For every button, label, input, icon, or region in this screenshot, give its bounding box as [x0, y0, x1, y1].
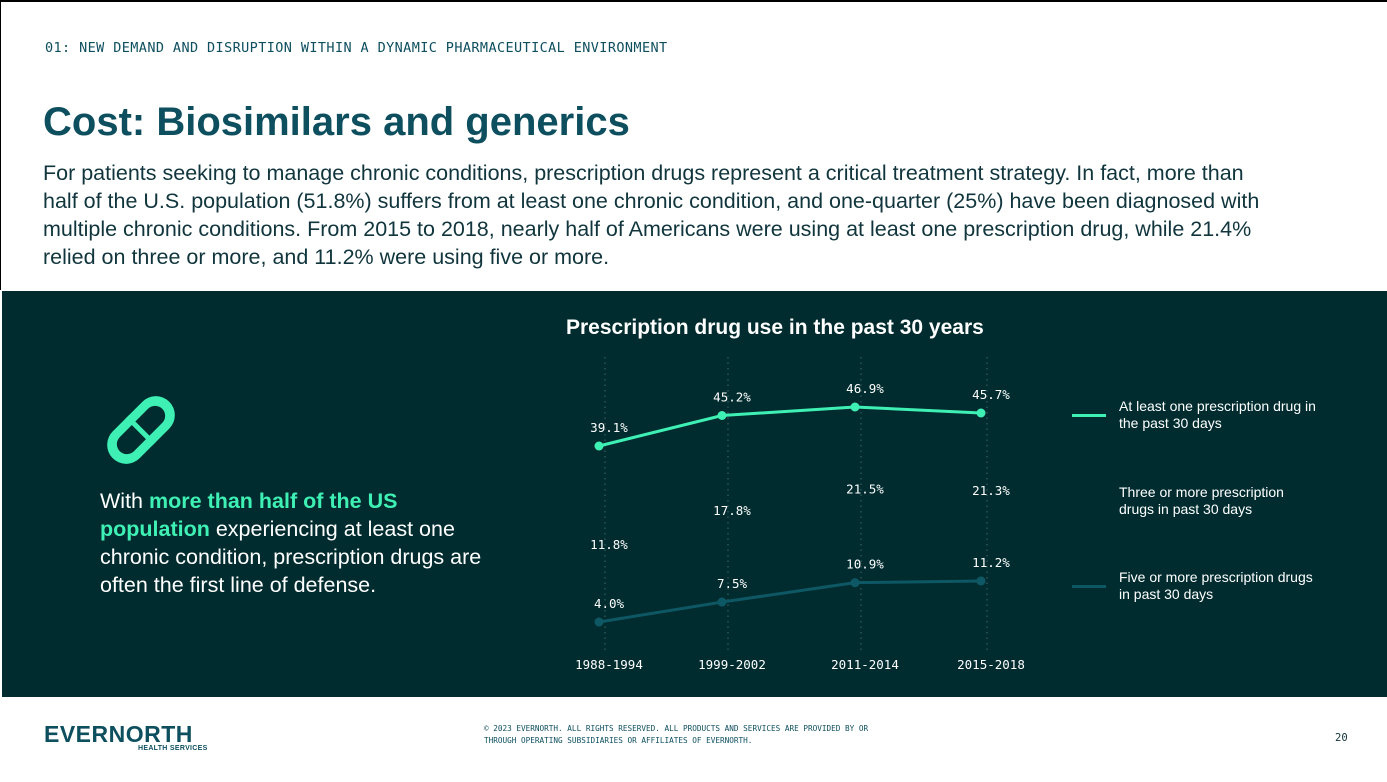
callout-lead: With — [100, 489, 149, 513]
top-border — [0, 0, 1387, 2]
callout-highlight: more than half of the US population — [100, 489, 398, 541]
pill-icon — [107, 396, 175, 464]
legend-swatch — [1072, 414, 1106, 417]
callout-rest: experiencing at least one chronic condit… — [100, 517, 482, 597]
data-point-0-0 — [594, 441, 604, 451]
data-label-0-2: 46.9% — [846, 381, 884, 396]
x-tick-label: 1999-2002 — [698, 657, 766, 672]
legend-item-three-or-more: Three or more prescription drugs in past… — [1072, 481, 1372, 521]
line-chart: 39.1% 45.2% 46.9% 45.7% 11.8% 17.8% 21.5% 21.3%… — [575, 357, 1025, 672]
data-label-2-0: 4.0% — [594, 596, 625, 611]
logo-subtitle: HEALTH SERVICES — [138, 745, 208, 752]
x-tick-label: 2015-2018 — [957, 657, 1025, 672]
series-line-0 — [598, 405, 982, 448]
legend-swatch — [1072, 585, 1106, 588]
data-label-1-0: 11.8% — [590, 537, 628, 552]
chart-title: Prescription drug use in the past 30 yea… — [566, 316, 984, 339]
data-point-0-2 — [850, 402, 860, 412]
intro-paragraph: For patients seeking to manage chronic c… — [43, 161, 1260, 269]
chart-legend: At least one prescription drug in the pa… — [1072, 395, 1372, 615]
legend-swatch — [1072, 500, 1106, 503]
data-label-2-1: 7.5% — [717, 576, 748, 591]
data-label-2-2: 10.9% — [846, 557, 884, 572]
callout-text: With more than half of the US population… — [100, 487, 500, 599]
data-point-2-3 — [976, 576, 986, 586]
legend-item-five-or-more: Five or more prescription drugs in past … — [1072, 566, 1372, 606]
data-label-1-3: 21.3% — [972, 483, 1010, 498]
page-title: Cost: Biosimilars and generics — [43, 100, 630, 144]
data-label-1-2: 21.5% — [846, 482, 884, 497]
data-point-0-3 — [976, 408, 986, 418]
data-point-2-0 — [594, 617, 604, 627]
data-label-0-3: 45.7% — [972, 387, 1010, 402]
evernorth-logo: EVERNORTH — [44, 721, 193, 747]
page-number: 20 — [1335, 732, 1348, 744]
dark-panel — [2, 291, 1387, 697]
left-border — [0, 0, 1, 290]
data-label-2-3: 11.2% — [972, 555, 1010, 570]
data-label-1-1: 17.8% — [713, 503, 751, 518]
copyright-notice: © 2023 EVERNORTH. ALL RIGHTS RESERVED. A… — [484, 724, 869, 745]
legend-label: At least one prescription drug in the pa… — [1119, 398, 1316, 431]
data-label-0-0: 39.1% — [590, 420, 628, 435]
series-line-2 — [598, 579, 982, 624]
data-point-2-2 — [850, 578, 860, 588]
data-point-0-1 — [717, 411, 727, 420]
data-point-2-1 — [717, 597, 727, 607]
x-tick-label: 1988-1994 — [575, 657, 643, 672]
x-tick-label: 2011-2014 — [831, 657, 899, 672]
legend-label: Three or more prescription drugs in past… — [1119, 484, 1284, 517]
data-label-0-1: 45.2% — [713, 390, 751, 405]
section-label: 01: NEW DEMAND AND DISRUPTION WITHIN A D… — [45, 40, 668, 56]
legend-label: Five or more prescription drugs in past … — [1119, 569, 1313, 602]
legend-item-one-or-more: At least one prescription drug in the pa… — [1072, 395, 1372, 435]
